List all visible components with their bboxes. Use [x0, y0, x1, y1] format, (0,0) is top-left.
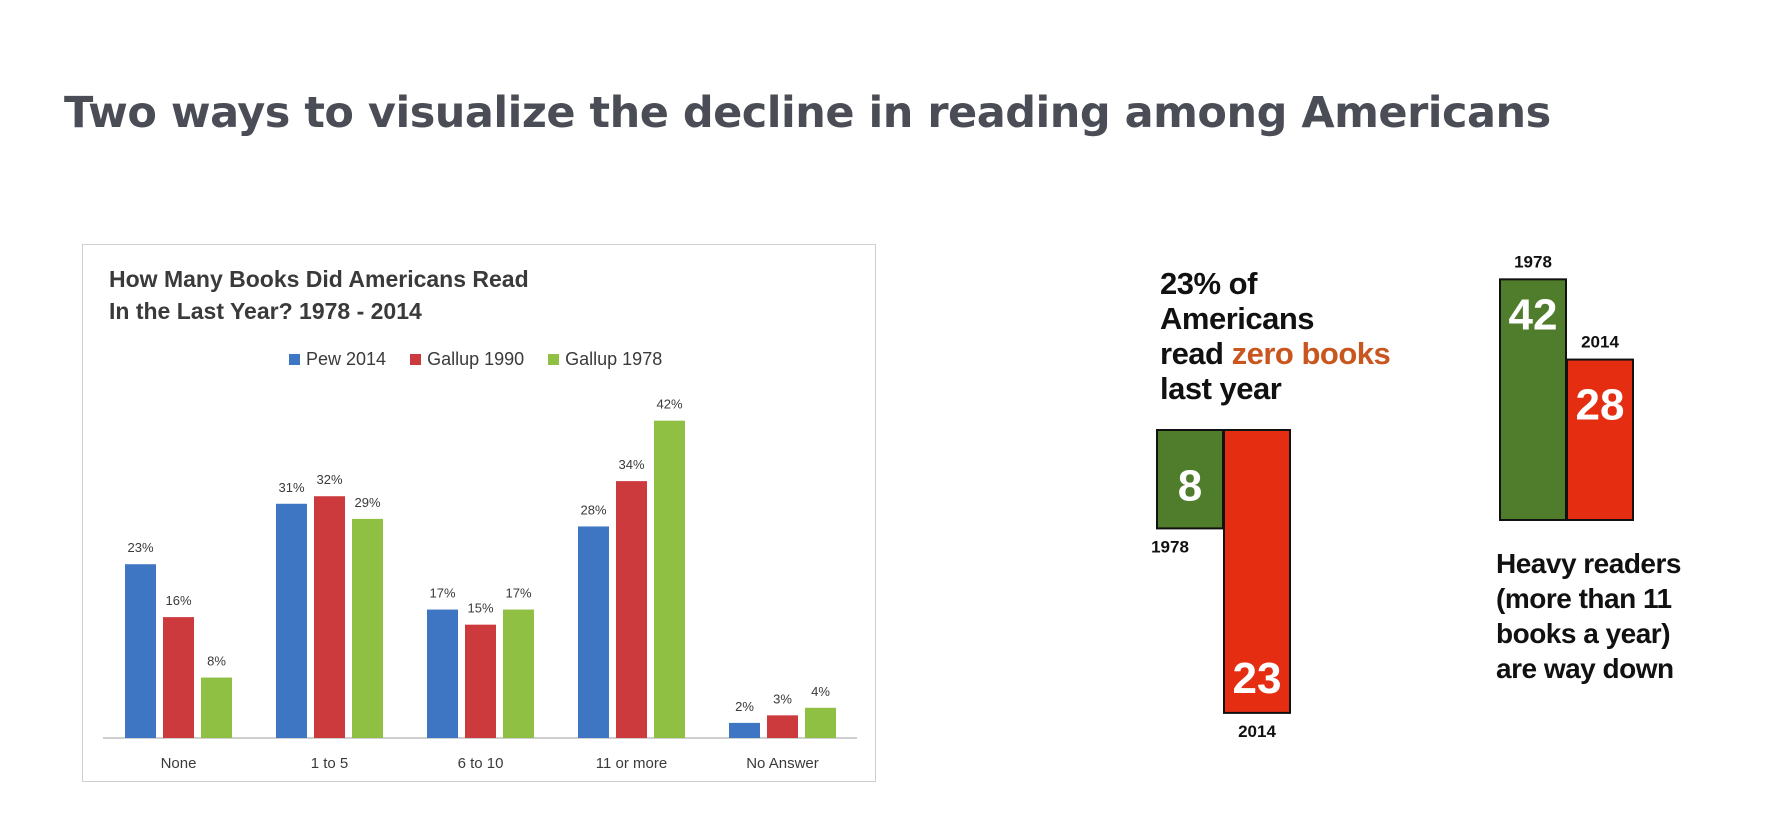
data-label-pew-2014-1-to-5: 31%	[278, 480, 304, 495]
legend-item-gallup-1978: Gallup 1978	[548, 349, 662, 370]
data-label-pew-2014-none: 23%	[127, 540, 153, 555]
data-label-gallup-1990-no-answer: 3%	[773, 691, 792, 706]
legend-item-pew-2014: Pew 2014	[289, 349, 386, 370]
slide-title: Two ways to visualize the decline in rea…	[64, 88, 1551, 138]
heavy-readers-caption-line-1: Heavy readers	[1496, 548, 1681, 579]
data-label-gallup-1978-none: 8%	[207, 654, 226, 669]
heavy-readers-bar-1978	[1499, 278, 1567, 521]
heavy-readers-caption-line-3: books a year)	[1496, 618, 1671, 649]
bar-gallup-1990-1-to-5	[314, 496, 345, 738]
data-label-gallup-1978-6-to-10: 17%	[505, 586, 531, 601]
data-label-pew-2014-11-or-more: 28%	[580, 502, 606, 517]
x-tick-label-1-to-5: 1 to 5	[311, 755, 349, 772]
heavy-readers-value-2014: 28	[1576, 381, 1625, 430]
x-tick-label-6-to-10: 6 to 10	[458, 755, 504, 772]
data-label-gallup-1990-none: 16%	[165, 593, 191, 608]
zero-books-year-1978: 1978	[1151, 537, 1189, 556]
chart-legend: Pew 2014 Gallup 1990 Gallup 1978	[289, 349, 662, 370]
bar-chart-panel: How Many Books Did Americans Read In the…	[82, 244, 876, 782]
bar-gallup-1990-11-or-more	[616, 481, 647, 738]
zero-books-bar-2014	[1223, 429, 1291, 714]
zero-books-caption-line-4: last year	[1160, 371, 1282, 406]
data-label-pew-2014-no-answer: 2%	[735, 699, 754, 714]
bar-gallup-1978-11-or-more	[654, 420, 685, 738]
bar-pew-2014-11-or-more	[578, 526, 609, 738]
legend-label-pew-2014: Pew 2014	[306, 349, 387, 369]
bar-pew-2014-none	[125, 564, 156, 738]
legend-swatch-gallup-1990	[410, 354, 422, 365]
heavy-readers-year-1978: 1978	[1514, 252, 1552, 271]
legend-swatch-pew-2014	[289, 354, 300, 365]
chart-title-line-2: In the Last Year? 1978 - 2014	[109, 298, 422, 324]
bar-gallup-1990-none	[163, 617, 194, 738]
x-tick-label-none: None	[161, 755, 197, 772]
zero-books-value-1978: 8	[1178, 461, 1202, 510]
chart-title-line-1: How Many Books Did Americans Read	[109, 266, 529, 292]
zero-books-year-2014: 2014	[1238, 722, 1276, 741]
heavy-readers-bar-2014	[1566, 358, 1634, 521]
zero-books-caption-line-2: Americans	[1160, 301, 1315, 336]
heavy-readers-caption: Heavy readers (more than 11 books a year…	[1496, 546, 1681, 686]
bar-pew-2014-no-answer	[729, 722, 760, 738]
heavy-readers-value-1978: 42	[1509, 290, 1558, 339]
bar-gallup-1978-no-answer	[805, 707, 836, 738]
legend-label-gallup-1978: Gallup 1978	[565, 349, 663, 369]
bar-gallup-1978-none	[201, 677, 232, 738]
bar-gallup-1990-no-answer	[767, 715, 798, 738]
data-label-gallup-1990-1-to-5: 32%	[316, 472, 342, 487]
bar-gallup-1990-6-to-10	[465, 624, 496, 738]
bar-pew-2014-6-to-10	[427, 609, 458, 738]
zero-books-bar-1978	[1156, 429, 1224, 530]
zero-books-caption-pre: read	[1160, 336, 1232, 371]
x-tick-label-no-answer: No Answer	[746, 755, 819, 772]
data-label-gallup-1990-6-to-10: 15%	[467, 601, 493, 616]
legend-item-gallup-1990: Gallup 1990	[410, 349, 524, 370]
heavy-readers-caption-line-4: are way down	[1496, 653, 1674, 684]
heavy-readers-caption-line-2: (more than 11	[1496, 583, 1672, 614]
data-label-pew-2014-6-to-10: 17%	[429, 586, 455, 601]
data-label-gallup-1978-no-answer: 4%	[811, 684, 830, 699]
zero-books-highlight: zero books	[1231, 336, 1391, 371]
heavy-readers-year-2014: 2014	[1581, 333, 1619, 352]
legend-swatch-gallup-1978	[548, 354, 560, 365]
x-tick-label-11-or-more: 11 or more	[596, 755, 667, 772]
legend-label-gallup-1990: Gallup 1990	[427, 349, 525, 369]
data-label-gallup-1978-1-to-5: 29%	[354, 495, 380, 510]
chart-title: How Many Books Did Americans Read In the…	[109, 263, 529, 327]
bar-gallup-1978-6-to-10	[503, 609, 534, 738]
data-label-gallup-1978-11-or-more: 42%	[656, 397, 682, 412]
zero-books-caption-line-3: read zero books	[1160, 336, 1391, 371]
bar-pew-2014-1-to-5	[276, 503, 307, 738]
zero-books-caption: 23% of Americans read zero books last ye…	[1160, 266, 1391, 406]
bar-gallup-1978-1-to-5	[352, 518, 383, 738]
zero-books-caption-line-1: 23% of	[1160, 266, 1257, 301]
data-label-gallup-1990-11-or-more: 34%	[618, 457, 644, 472]
bar-chart-plot: 23% 16% 8% None 31% 32% 29% 1 to 5 17% 15% 17% 6 to…	[103, 397, 857, 772]
zero-books-value-2014: 23	[1233, 654, 1282, 703]
